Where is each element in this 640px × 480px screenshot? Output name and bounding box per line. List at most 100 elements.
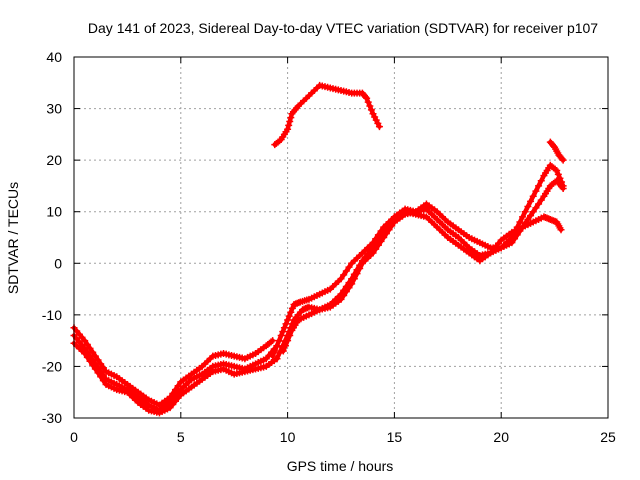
data-point <box>284 337 292 345</box>
data-point <box>345 279 353 287</box>
x-axis-label: GPS time / hours <box>287 458 394 474</box>
y-tick-label: 20 <box>46 152 62 168</box>
data-point <box>524 203 532 211</box>
data-point <box>558 155 566 163</box>
data-point <box>285 121 293 129</box>
data-point <box>364 98 372 106</box>
data-point <box>94 369 102 377</box>
data-point <box>537 196 545 204</box>
data-point <box>285 312 293 320</box>
data-point <box>340 286 348 294</box>
data-point <box>385 221 393 229</box>
data-point <box>350 270 358 278</box>
data-point <box>287 308 295 316</box>
data-point <box>86 357 94 365</box>
data-point <box>375 123 383 131</box>
series-markers-track-3 <box>70 339 281 417</box>
data-point <box>363 94 371 102</box>
y-tick-label: -10 <box>42 307 62 323</box>
axes: 0 5 10 15 20 25 -30 -20 -10 0 10 20 30 40 <box>42 49 616 445</box>
x-tick-label: 5 <box>177 429 185 445</box>
y-tick-label: -30 <box>42 410 62 426</box>
data-point <box>388 217 396 225</box>
data-point <box>280 324 288 332</box>
data-point <box>532 204 540 212</box>
x-tick-label: 25 <box>600 429 616 445</box>
data-point <box>356 261 364 269</box>
chart-title: Day 141 of 2023, Sidereal Day-to-day VTE… <box>88 20 598 36</box>
data-point <box>99 377 107 385</box>
data-point <box>281 342 289 350</box>
data-point <box>89 361 97 369</box>
data-point <box>273 355 281 363</box>
y-tick-label: 0 <box>54 255 62 271</box>
data-point <box>284 316 292 324</box>
y-tick-label: 30 <box>46 101 62 117</box>
data-point <box>276 349 284 357</box>
data-point <box>81 350 89 358</box>
data-point <box>529 192 537 200</box>
data-point <box>174 382 182 390</box>
data-point <box>377 232 385 240</box>
data-point <box>342 282 350 290</box>
data-point <box>532 187 540 195</box>
x-tick-label: 10 <box>280 429 296 445</box>
data-point <box>340 271 348 279</box>
data-point <box>535 182 543 190</box>
data-point <box>269 352 277 360</box>
data-point <box>279 328 287 336</box>
data-point <box>273 342 281 350</box>
data-point <box>337 275 345 283</box>
series-markers-track-1 <box>70 324 277 409</box>
data-point <box>374 236 382 244</box>
data-point <box>348 275 356 283</box>
data-point <box>81 337 89 345</box>
series-markers-track-7 <box>271 81 383 149</box>
data-point <box>537 177 545 185</box>
data-point <box>380 228 388 236</box>
y-tick-label: 40 <box>46 49 62 65</box>
data-point <box>91 365 99 373</box>
data-point <box>516 218 524 226</box>
data-point <box>277 331 285 339</box>
data-point <box>284 125 292 133</box>
data-point <box>535 200 543 208</box>
series-markers-track-6 <box>279 208 565 355</box>
data-point <box>97 373 105 381</box>
data-point <box>372 240 380 248</box>
data-point <box>279 347 287 355</box>
data-point <box>382 224 390 232</box>
data-point <box>362 93 370 101</box>
x-tick-label: 15 <box>387 429 403 445</box>
y-tick-label: 10 <box>46 204 62 220</box>
series-markers-track-8 <box>546 138 567 164</box>
data-point <box>342 267 350 275</box>
y-tick-label: -20 <box>42 358 62 374</box>
data-point <box>282 320 290 328</box>
data-point <box>511 235 519 243</box>
data-point <box>559 156 567 164</box>
data-point <box>271 347 279 355</box>
data-point <box>527 197 535 205</box>
data-point <box>527 212 535 220</box>
plot-frame <box>73 56 609 419</box>
data-point <box>337 290 345 298</box>
data-point <box>519 213 527 221</box>
data-point <box>353 266 361 274</box>
data-point <box>367 106 375 114</box>
y-axis-label: SDTVAR / TECUs <box>5 182 21 294</box>
data-point <box>559 185 567 193</box>
data-point <box>366 102 374 110</box>
data-point <box>508 239 516 247</box>
data-point <box>287 114 295 122</box>
data-point <box>553 166 561 174</box>
data-point <box>529 208 537 216</box>
data-point <box>286 331 294 339</box>
data-layer <box>70 81 567 417</box>
data-point <box>269 337 277 345</box>
x-tick-label: 0 <box>70 429 78 445</box>
data-point <box>83 353 91 361</box>
data-point <box>521 208 529 216</box>
data-point <box>286 117 294 125</box>
